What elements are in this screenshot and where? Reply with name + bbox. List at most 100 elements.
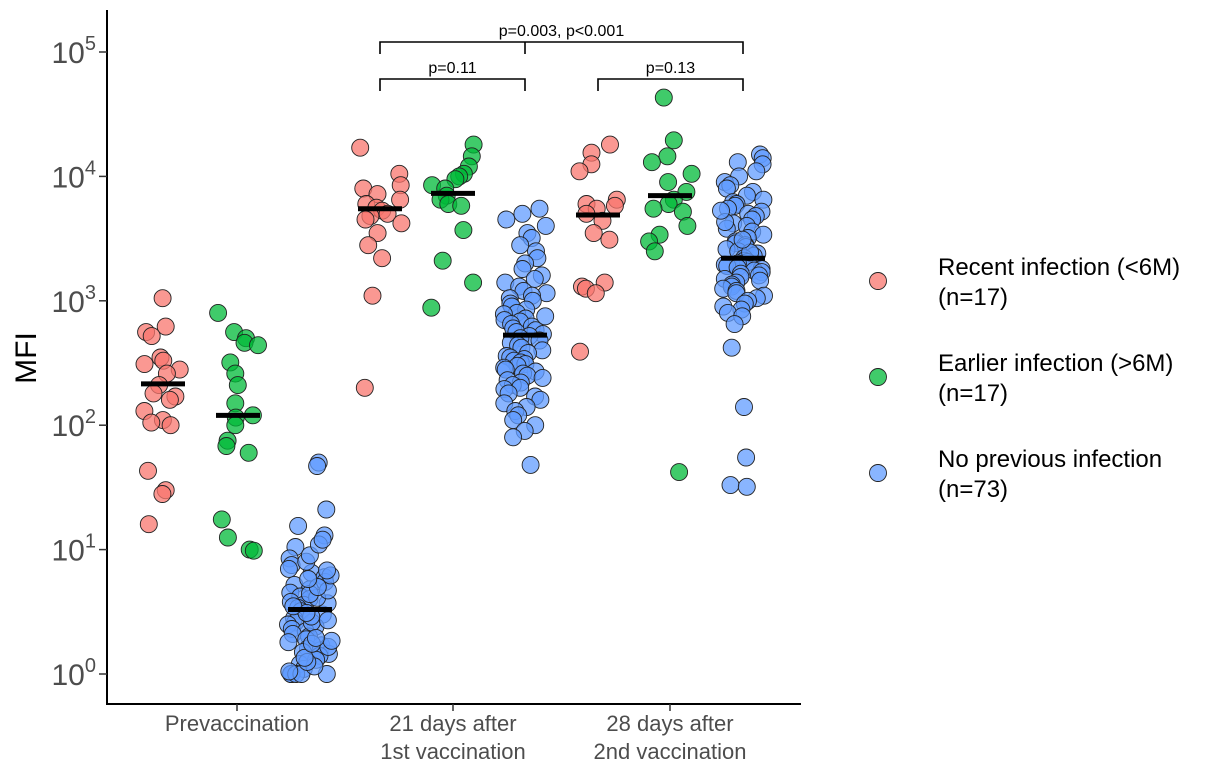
significance-bracket [379, 78, 526, 91]
data-point [289, 516, 308, 535]
legend-swatch [869, 464, 887, 482]
y-tick-label: 105 [52, 33, 97, 70]
significance-bracket [379, 41, 744, 54]
x-tick-label: 1st vaccination [380, 739, 526, 763]
legend-label: (n=17) [938, 380, 1008, 407]
data-point [156, 317, 175, 336]
data-point [645, 242, 664, 261]
legend-label: Recent infection (<6M) [938, 254, 1180, 281]
data-point [142, 327, 161, 346]
y-tick-label: 101 [52, 531, 97, 568]
p-value-label: p=0.11 [428, 60, 476, 77]
data-point [239, 443, 258, 462]
data-point [533, 368, 552, 387]
data-point [497, 210, 516, 229]
data-point [356, 210, 375, 229]
data-point [217, 437, 236, 455]
x-tick-label: 2nd vaccination [594, 739, 747, 763]
data-point [670, 463, 689, 482]
x-tick-label: Prevaccination [165, 711, 309, 736]
data-point [142, 413, 161, 432]
data-point [725, 315, 744, 334]
data-point [536, 307, 555, 326]
data-point [209, 303, 228, 322]
data-point [735, 398, 753, 416]
y-tick-label: 100 [52, 655, 97, 692]
p-value-label: p=0.003, p<0.001 [499, 23, 625, 40]
y-tick-label: 104 [52, 157, 97, 194]
data-point [737, 477, 756, 496]
data-point [733, 230, 752, 249]
x-ticks: Prevaccination 21 days after 1st vaccinati… [165, 704, 747, 763]
data-point [754, 225, 773, 244]
data-point [511, 236, 530, 255]
p-value-label: p=0.13 [646, 60, 695, 77]
data-point [658, 147, 677, 166]
data-point [571, 342, 589, 361]
data-point [359, 236, 378, 255]
data-point [135, 355, 154, 374]
data-point [284, 597, 303, 616]
data-point [570, 162, 589, 181]
data-point [308, 457, 327, 475]
data-point [212, 510, 231, 529]
data-point [536, 216, 555, 235]
data-point [721, 476, 740, 495]
data-point [642, 153, 661, 172]
axes: MFI [10, 10, 801, 705]
significance-bracket [597, 78, 744, 91]
data-point [355, 378, 374, 397]
data-point [521, 455, 540, 474]
data-point [153, 289, 172, 308]
data-point [433, 251, 452, 270]
data-point [226, 416, 245, 435]
data-point [722, 338, 741, 357]
data-point [584, 224, 603, 243]
data-point [280, 662, 299, 681]
data-point [464, 273, 483, 292]
legend-label: (n=73) [938, 476, 1008, 503]
data-point [747, 162, 766, 181]
data-point [228, 376, 247, 395]
data-point [279, 559, 298, 578]
legend-label: Earlier infection (>6M) [938, 350, 1173, 377]
significance-annotations: p=0.11 p=0.13 p=0.003, p<0.001 [379, 23, 744, 91]
data-point [682, 164, 701, 183]
data-point [153, 485, 172, 503]
y-ticks: 100 101 102 103 104 105 [52, 33, 107, 692]
y-tick-label: 103 [52, 282, 97, 319]
data-point [513, 260, 532, 278]
data-point [659, 173, 678, 192]
data-point [392, 214, 411, 233]
data-point [586, 284, 605, 303]
data-point [299, 570, 318, 588]
y-axis-title: MFI [10, 332, 43, 384]
x-tick-label: 21 days after [389, 711, 516, 736]
data-point [751, 271, 770, 290]
data-point [712, 201, 730, 220]
data-point [513, 204, 532, 223]
x-tick-label: 28 days after [606, 711, 733, 736]
data-point [737, 448, 756, 467]
data-point [605, 196, 624, 215]
data-point [600, 230, 619, 249]
data-point [244, 541, 263, 560]
y-tick-label: 102 [52, 406, 97, 443]
data-point [318, 561, 336, 580]
data-point [601, 135, 619, 154]
data-point [160, 390, 179, 409]
data-point [318, 611, 337, 630]
data-point [139, 461, 157, 480]
data-point [161, 416, 180, 435]
data-point [422, 298, 441, 317]
plot-area [135, 88, 773, 683]
data-point [144, 384, 163, 403]
legend-swatch [869, 368, 887, 386]
data-point [368, 224, 387, 243]
data-point [218, 528, 237, 547]
data-point [654, 88, 673, 107]
data-point [452, 196, 471, 215]
data-point [295, 648, 314, 667]
data-point [678, 216, 697, 235]
